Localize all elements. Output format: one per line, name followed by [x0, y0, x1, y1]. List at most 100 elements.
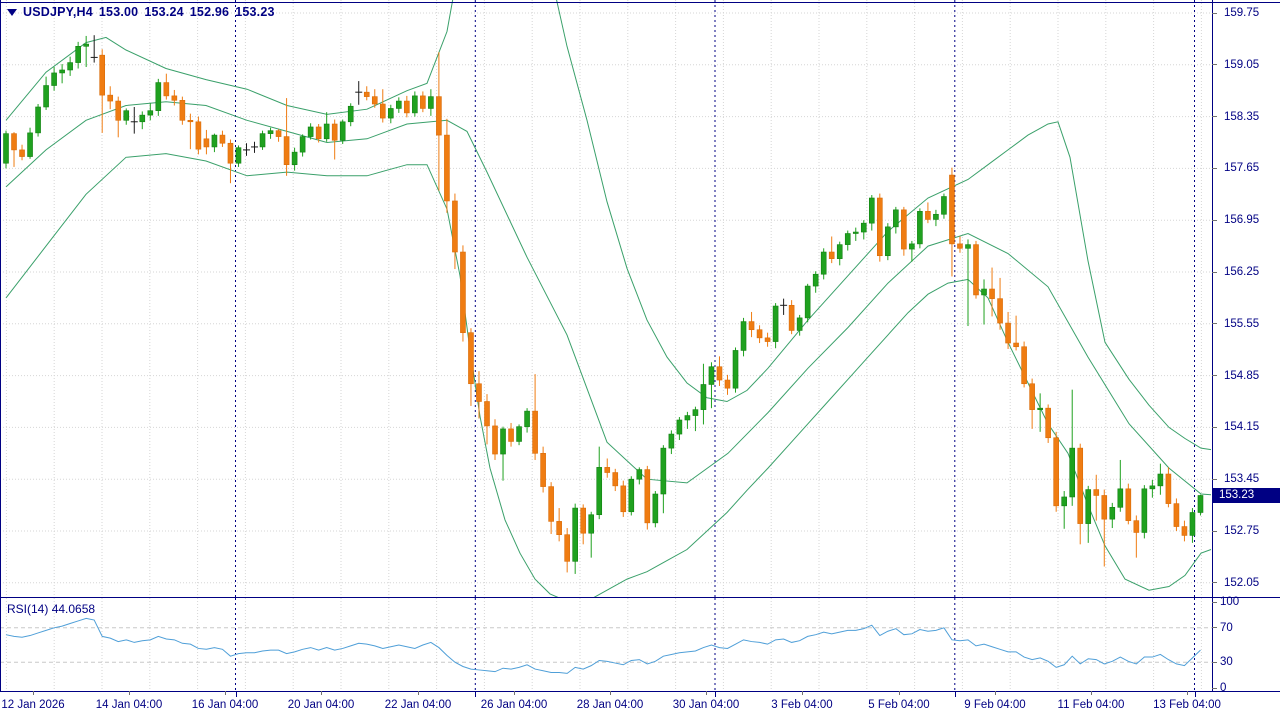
bull-candle [740, 321, 747, 351]
time-axis-tick [1187, 691, 1188, 695]
bull-candle [812, 273, 819, 287]
bear-candle [1093, 489, 1100, 496]
time-axis-tick [418, 691, 419, 695]
price-chart-canvas[interactable] [0, 0, 1212, 597]
rsi-axis-label: 0 [1220, 682, 1227, 694]
bear-candle [283, 136, 290, 166]
price-axis-tick [1212, 167, 1217, 169]
bear-candle [756, 329, 763, 339]
bear-candle [532, 410, 538, 454]
bear-candle [1013, 342, 1019, 348]
bull-candle [860, 222, 867, 233]
bear-candle [363, 91, 370, 97]
bear-candle [764, 337, 771, 342]
time-axis-label: 16 Jan 04:00 [191, 699, 259, 711]
main-rsi-divider[interactable] [0, 597, 1280, 598]
time-axis-tick [802, 691, 803, 695]
bear-candle [452, 200, 458, 253]
time-axis-label: 12 Jan 2026 [1, 699, 65, 711]
bull-candle [35, 106, 41, 134]
bear-candle [1053, 437, 1059, 507]
bull-candle [933, 213, 939, 220]
time-axis-tick [33, 691, 34, 695]
bear-candle [331, 123, 338, 141]
bull-candle [347, 105, 354, 123]
bear-candle [1133, 520, 1140, 533]
time-axis-tick [514, 691, 515, 695]
bear-candle [203, 138, 210, 148]
ohlc-high: 153.24 [144, 5, 184, 19]
bull-candle [732, 350, 739, 389]
time-axis-tick [610, 691, 611, 695]
chart-left-border [0, 0, 1, 691]
bull-candle [1109, 507, 1116, 520]
bear-candle [404, 100, 410, 114]
time-axis-separator-tick [954, 691, 956, 697]
bull-candle [917, 211, 923, 245]
ohlc-low: 152.96 [189, 5, 230, 19]
bull-candle [676, 419, 683, 435]
price-axis-label: 154.15 [1224, 421, 1260, 434]
bear-candle [99, 54, 105, 96]
bull-candle [852, 231, 859, 234]
bull-candle [572, 507, 578, 562]
bull-candle [3, 133, 9, 164]
bear-candle [925, 211, 931, 220]
bear-candle [1173, 503, 1180, 527]
bear-candle [1165, 473, 1172, 504]
price-axis-tick [1212, 478, 1217, 480]
bear-candle [195, 121, 202, 150]
time-axis-label: 30 Jan 04:00 [672, 699, 740, 711]
bull-candle [981, 288, 987, 296]
bear-candle [1125, 488, 1132, 521]
bull-candle [1085, 489, 1092, 524]
rsi-axis-tick [1212, 661, 1217, 663]
bull-candle [211, 134, 218, 148]
rsi-indicator-label: RSI(14) 44.0658 [7, 602, 96, 616]
symbol-dropdown-icon[interactable] [7, 9, 17, 16]
time-axis-tick [899, 691, 900, 695]
price-axis-label: 158.35 [1224, 110, 1260, 123]
time-axis-label: 13 Feb 04:00 [1153, 699, 1221, 711]
rsi-bottom-border [0, 691, 1280, 692]
bull-candle [387, 108, 394, 119]
time-axis-label: 26 Jan 04:00 [480, 699, 548, 711]
bear-candle [1045, 407, 1051, 439]
bear-candle [187, 120, 194, 123]
bear-candle [492, 425, 498, 455]
bear-candle [901, 209, 907, 250]
time-axis-label: 22 Jan 04:00 [384, 699, 452, 711]
bull-candle [155, 82, 162, 111]
bull-candle [692, 409, 699, 416]
price-axis-label: 155.55 [1224, 317, 1260, 330]
price-axis-tick [1212, 271, 1217, 273]
price-axis-tick [1212, 426, 1217, 428]
bull-candle [1069, 447, 1076, 498]
time-axis-label: 3 Feb 04:00 [771, 699, 833, 711]
ohlc-close: 153.23 [235, 5, 275, 19]
bull-candle [684, 415, 691, 421]
time-axis-separator-tick [715, 691, 716, 697]
bear-candle [468, 332, 474, 385]
bull-candle [51, 72, 57, 86]
bull-candle [524, 410, 530, 427]
bull-candle [844, 233, 851, 245]
bear-candle [788, 304, 795, 331]
time-axis-tick [995, 691, 996, 695]
bull-candle [1061, 496, 1067, 507]
bollinger-middle-line [5, 101, 1212, 496]
bull-candle [500, 428, 506, 455]
bull-candle [885, 226, 891, 257]
time-axis-label: 14 Jan 04:00 [95, 699, 163, 711]
bull-candle [868, 197, 875, 224]
bull-candle [893, 209, 899, 228]
symbol-period-label: USDJPY,H4 [23, 5, 93, 19]
bear-candle [460, 251, 466, 333]
bear-candle [476, 383, 482, 402]
bull-candle [123, 110, 130, 121]
bear-candle [612, 472, 619, 487]
rsi-indicator-canvas[interactable] [0, 598, 1212, 691]
bull-candle [1037, 407, 1043, 410]
bull-candle [323, 123, 330, 140]
bull-candle [820, 251, 827, 275]
